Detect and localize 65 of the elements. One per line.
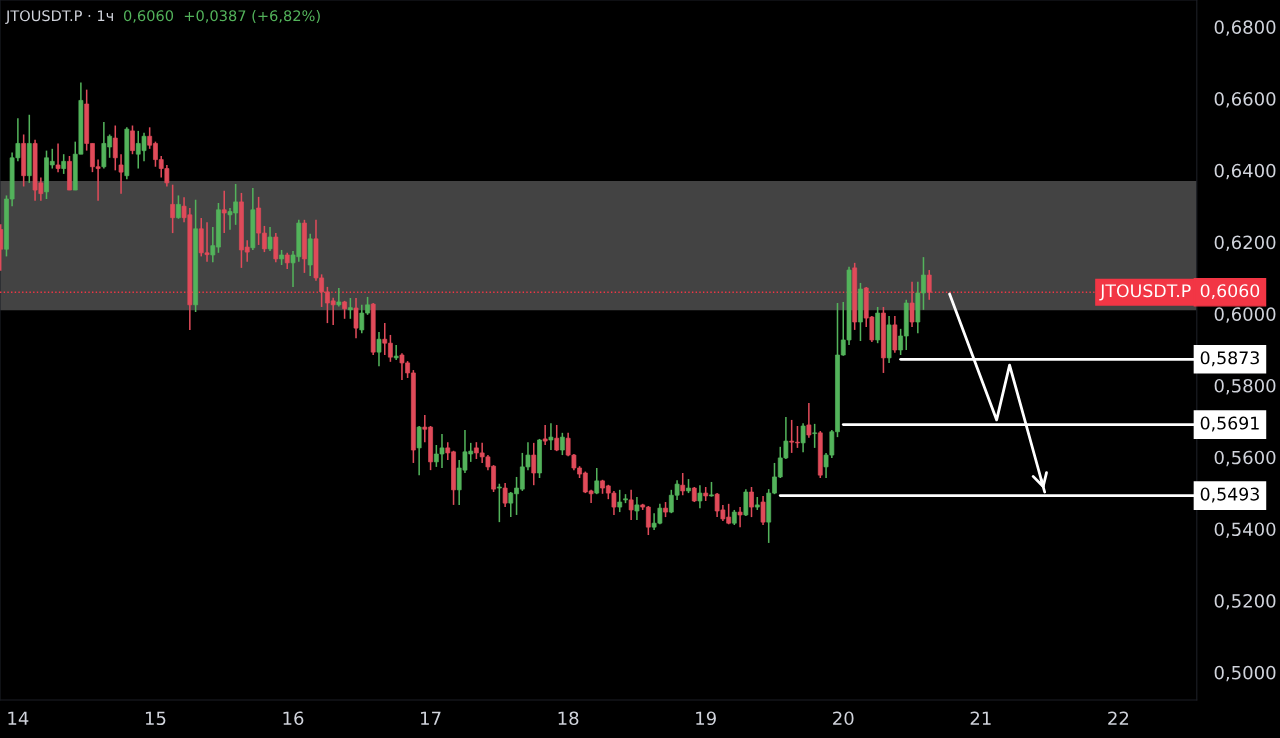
candlestick bbox=[112, 124, 118, 172]
text: 0,6060 +0,0387 (+6,82%) bbox=[123, 9, 320, 23]
y-tick-label: 0,5400 bbox=[1214, 522, 1276, 538]
candlestick bbox=[617, 489, 623, 513]
candlestick bbox=[559, 432, 565, 456]
y-tick-label: 0,6800 bbox=[1214, 20, 1276, 36]
candlestick bbox=[697, 484, 703, 509]
candlestick bbox=[812, 423, 818, 449]
candlestick bbox=[806, 402, 812, 439]
candlestick bbox=[548, 422, 554, 451]
data-label: 0,5873 bbox=[1200, 351, 1259, 367]
candlestick bbox=[118, 153, 124, 195]
data-label: 0,5493 bbox=[1200, 487, 1259, 503]
x-tick-label: 22 bbox=[1108, 711, 1129, 725]
candlestick bbox=[594, 467, 600, 495]
x-tick-label: 17 bbox=[421, 711, 441, 725]
candlestick bbox=[760, 495, 766, 526]
candlestick bbox=[749, 486, 754, 518]
x-tick-label: 18 bbox=[558, 711, 579, 726]
candlestick bbox=[926, 269, 932, 301]
candlestick bbox=[130, 124, 135, 155]
candlestick bbox=[531, 442, 537, 486]
candlestick bbox=[496, 482, 502, 523]
candlestick bbox=[393, 344, 399, 361]
candlestick bbox=[170, 183, 176, 234]
candlestick bbox=[61, 153, 67, 175]
x-tick-label: 14 bbox=[8, 711, 29, 725]
y-tick-label: 0,5200 bbox=[1214, 594, 1276, 610]
candlestick bbox=[55, 142, 61, 173]
candlestick bbox=[542, 424, 548, 446]
x-tick-label: 21 bbox=[970, 711, 991, 725]
candlestick bbox=[743, 488, 749, 517]
candlestick bbox=[416, 425, 422, 476]
ref-line-label: 0,6060 bbox=[1200, 284, 1260, 300]
candlestick bbox=[336, 287, 342, 308]
y-tick-label: 0,6400 bbox=[1214, 163, 1276, 180]
candlestick bbox=[800, 422, 806, 453]
candlestick bbox=[353, 297, 359, 339]
x-tick-label: 16 bbox=[283, 711, 304, 726]
candlestick bbox=[273, 232, 279, 263]
candlestick bbox=[909, 281, 915, 328]
candlestick bbox=[176, 194, 181, 220]
candlestick bbox=[634, 496, 640, 521]
y-tick-label: 0,6000 bbox=[1214, 307, 1276, 323]
candlestick bbox=[0, 223, 4, 272]
y-tick-label: 0,6600 bbox=[1214, 92, 1276, 108]
candlestick bbox=[267, 226, 273, 252]
annotation: JTOUSDT.P bbox=[1099, 284, 1191, 301]
candlestick bbox=[376, 331, 382, 367]
candlestick bbox=[502, 482, 508, 508]
text: JTOUSDT.P · 1ч bbox=[5, 10, 113, 24]
y-tick-label: 0,5800 bbox=[1214, 378, 1276, 395]
y-tick-label: 0,6200 bbox=[1214, 235, 1276, 252]
candlestick bbox=[737, 506, 743, 528]
candlestick bbox=[554, 424, 560, 452]
x-tick-label: 15 bbox=[145, 711, 166, 726]
candlestick bbox=[221, 190, 227, 234]
data-label: 0,5691 bbox=[1200, 416, 1259, 432]
candlestick bbox=[348, 297, 353, 320]
y-tick-label: 0,5600 bbox=[1214, 450, 1276, 467]
x-tick-label: 20 bbox=[833, 711, 854, 726]
x-tick-label: 19 bbox=[696, 711, 716, 726]
candlestick bbox=[628, 489, 634, 521]
candlestick bbox=[680, 472, 686, 496]
y-tick-label: 0,5000 bbox=[1214, 665, 1276, 682]
